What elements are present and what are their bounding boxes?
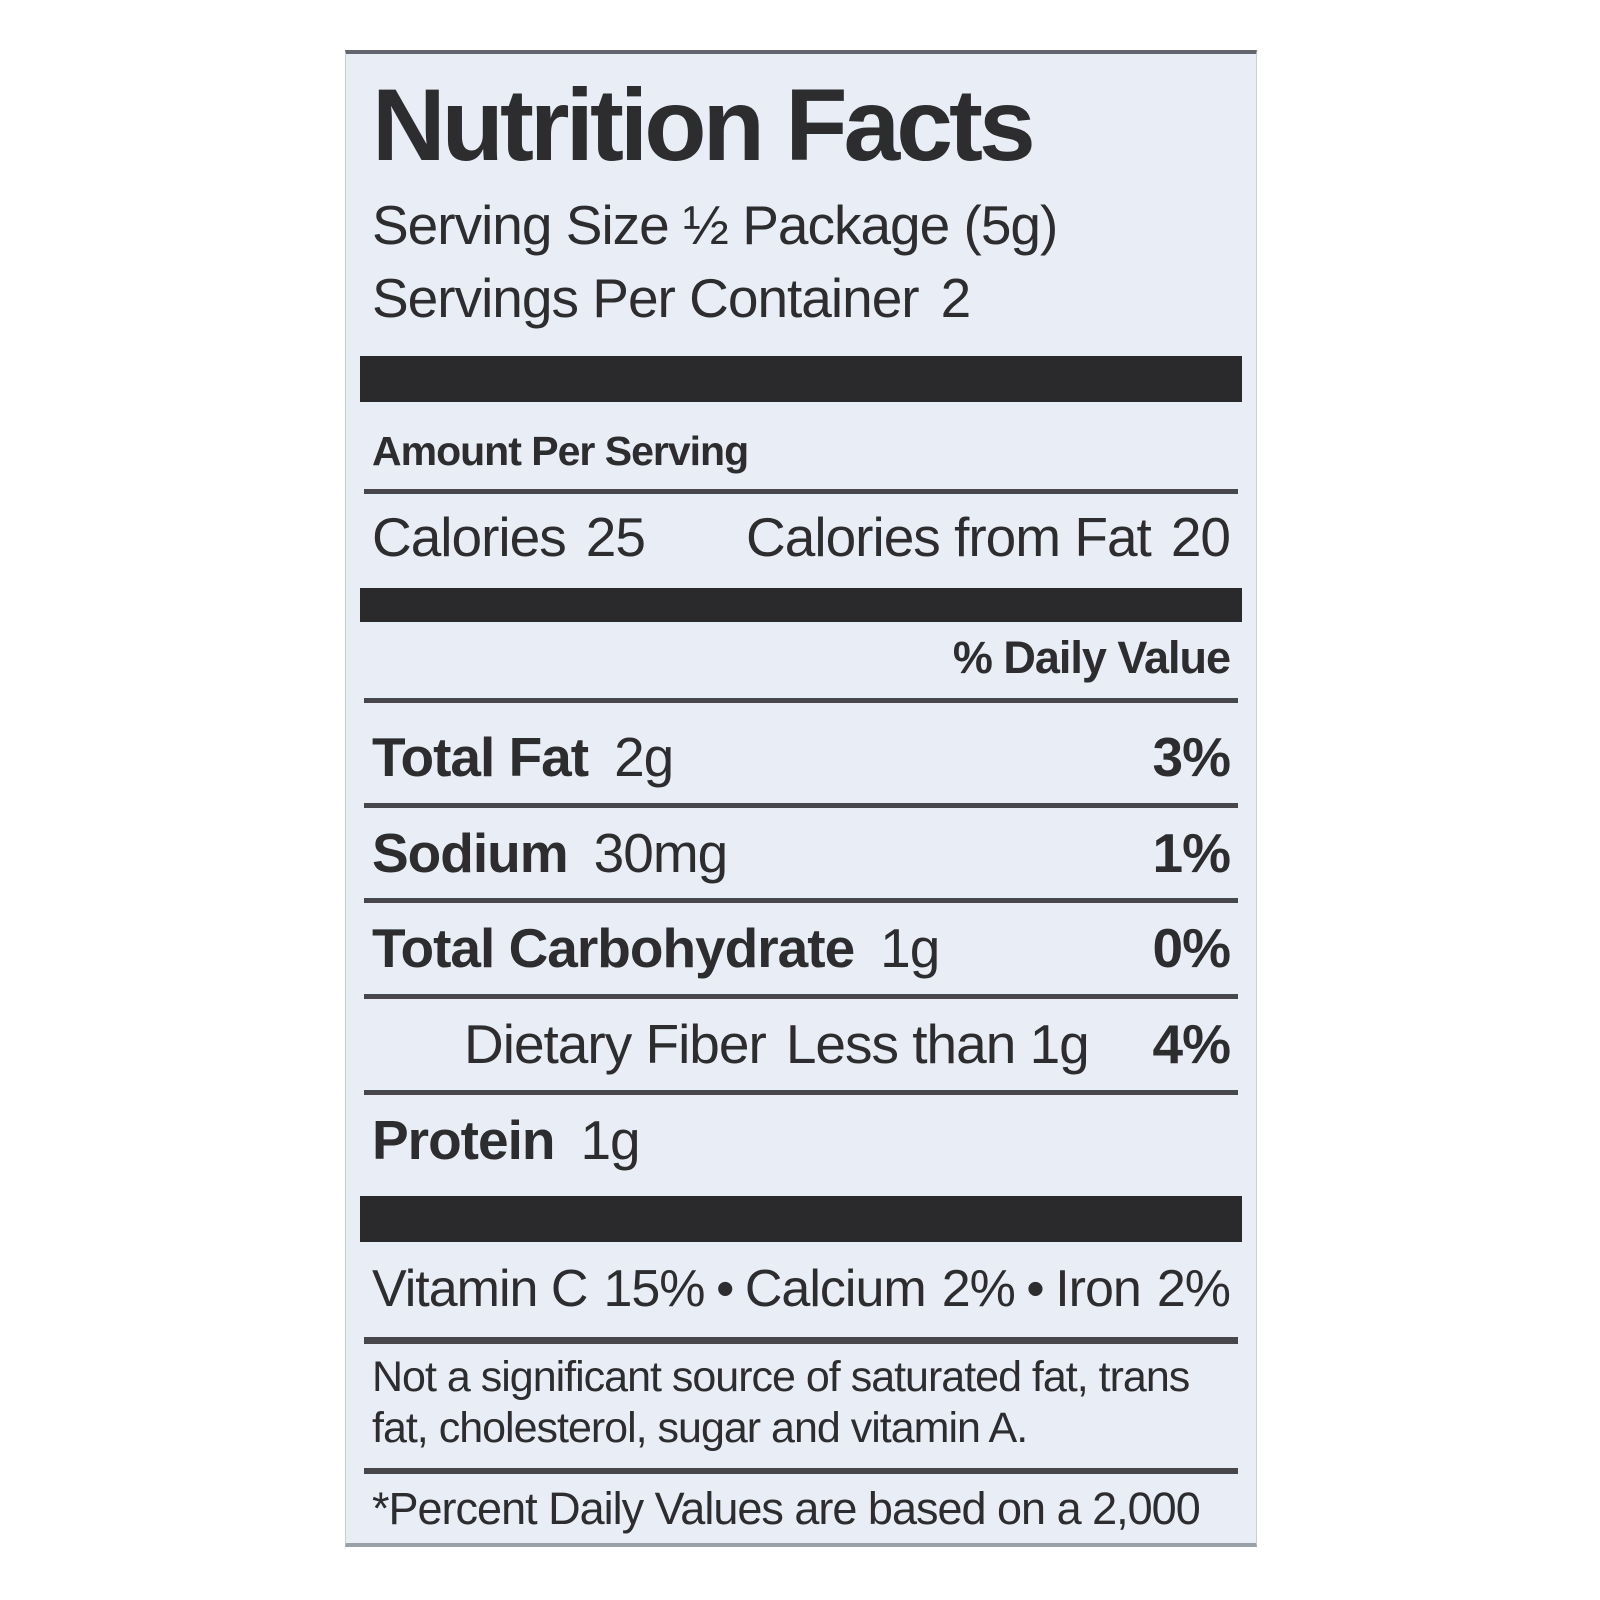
micronutrient-value: 2% <box>941 1259 1016 1318</box>
divider-bar-top <box>360 356 1242 403</box>
amount-per-serving-label: Amount Per Serving <box>372 428 749 475</box>
nutrient-row-total-fat: Total Fat 2g 3% <box>364 715 1238 803</box>
bullet-separator: • <box>716 1259 734 1318</box>
servings-per-container: Servings Per Container 2 <box>372 262 1230 335</box>
rule-under-micronutrients <box>364 1337 1238 1345</box>
nutrient-name: Sodium <box>372 821 569 884</box>
nutrient-amount: 1g <box>880 917 940 980</box>
nutrient-name: Total Carbohydrate <box>372 917 855 980</box>
nutrient-row-sodium: Sodium 30mg 1% <box>364 802 1238 899</box>
nutrient-table: Total Fat 2g 3% Sodium 30mg 1% Total Car… <box>364 715 1238 1186</box>
nutrition-facts-label: Nutrition Facts Serving Size ½ Package (… <box>345 50 1257 1547</box>
nutrient-amount: Less than 1g <box>785 1013 1090 1076</box>
nutrient-amount: 2g <box>614 725 674 788</box>
micronutrient-vitamin-c: Vitamin C 15% <box>372 1256 706 1324</box>
divider-bar-bottom <box>360 1195 1242 1242</box>
nutrient-name: Total Fat <box>372 725 589 788</box>
nutrient-daily-value: 0% <box>1152 917 1231 980</box>
calories-from-fat-group: Calories from Fat 20 <box>746 502 1231 574</box>
nutrient-row-total-carbohydrate: Total Carbohydrate 1g 0% <box>364 898 1238 994</box>
nutrient-daily-value: 1% <box>1152 821 1231 884</box>
micronutrient-name: Calcium <box>744 1259 927 1318</box>
label-title: Nutrition Facts <box>372 68 1036 182</box>
calories-label: Calories <box>372 506 567 569</box>
micronutrient-name: Vitamin C <box>372 1259 588 1318</box>
rule-under-amount-per-serving <box>364 489 1238 495</box>
calories-from-fat-value: 20 <box>1170 506 1231 569</box>
nutrient-name: Protein <box>372 1108 555 1171</box>
nutrient-row-protein: Protein 1g <box>364 1089 1238 1186</box>
servings-per-container-label: Servings Per Container <box>372 266 920 329</box>
nutrient-amount: 1g <box>580 1108 640 1171</box>
micronutrient-value: 2% <box>1156 1259 1231 1318</box>
nutrient-name: Dietary Fiber <box>464 1013 767 1076</box>
divider-bar-middle <box>360 587 1242 622</box>
nutrient-row-dietary-fiber: Dietary Fiber Less than 1g 4% <box>364 994 1238 1090</box>
calories-row: Calories 25 Calories from Fat 20 <box>372 502 1231 574</box>
servings-per-container-value: 2 <box>940 266 972 329</box>
not-significant-note: Not a significant source of saturated fa… <box>372 1353 1190 1452</box>
micronutrient-calcium: Calcium 2% <box>744 1256 1016 1324</box>
nutrient-amount: 30mg <box>593 821 729 884</box>
daily-value-header: % Daily Value <box>952 631 1231 683</box>
nutrient-daily-value: 3% <box>1152 725 1231 788</box>
calories-group: Calories 25 <box>372 502 646 574</box>
micronutrient-iron: Iron 2% <box>1055 1256 1231 1324</box>
rule-under-note <box>364 1467 1238 1474</box>
serving-size: Serving Size ½ Package (5g) <box>372 194 1058 257</box>
bullet-separator: • <box>1026 1259 1044 1318</box>
nutrient-daily-value: 4% <box>1152 1013 1231 1076</box>
micronutrients-row: Vitamin C 15% • Calcium 2% • Iron 2% <box>372 1256 1231 1324</box>
calories-value: 25 <box>585 506 646 569</box>
rule-under-daily-value-header <box>364 697 1238 703</box>
micronutrient-name: Iron <box>1055 1259 1142 1318</box>
calories-from-fat-label: Calories from Fat <box>746 506 1152 569</box>
daily-values-footnote: *Percent Daily Values are based on a 2,0… <box>372 1482 1201 1543</box>
micronutrient-value: 15% <box>603 1259 705 1318</box>
